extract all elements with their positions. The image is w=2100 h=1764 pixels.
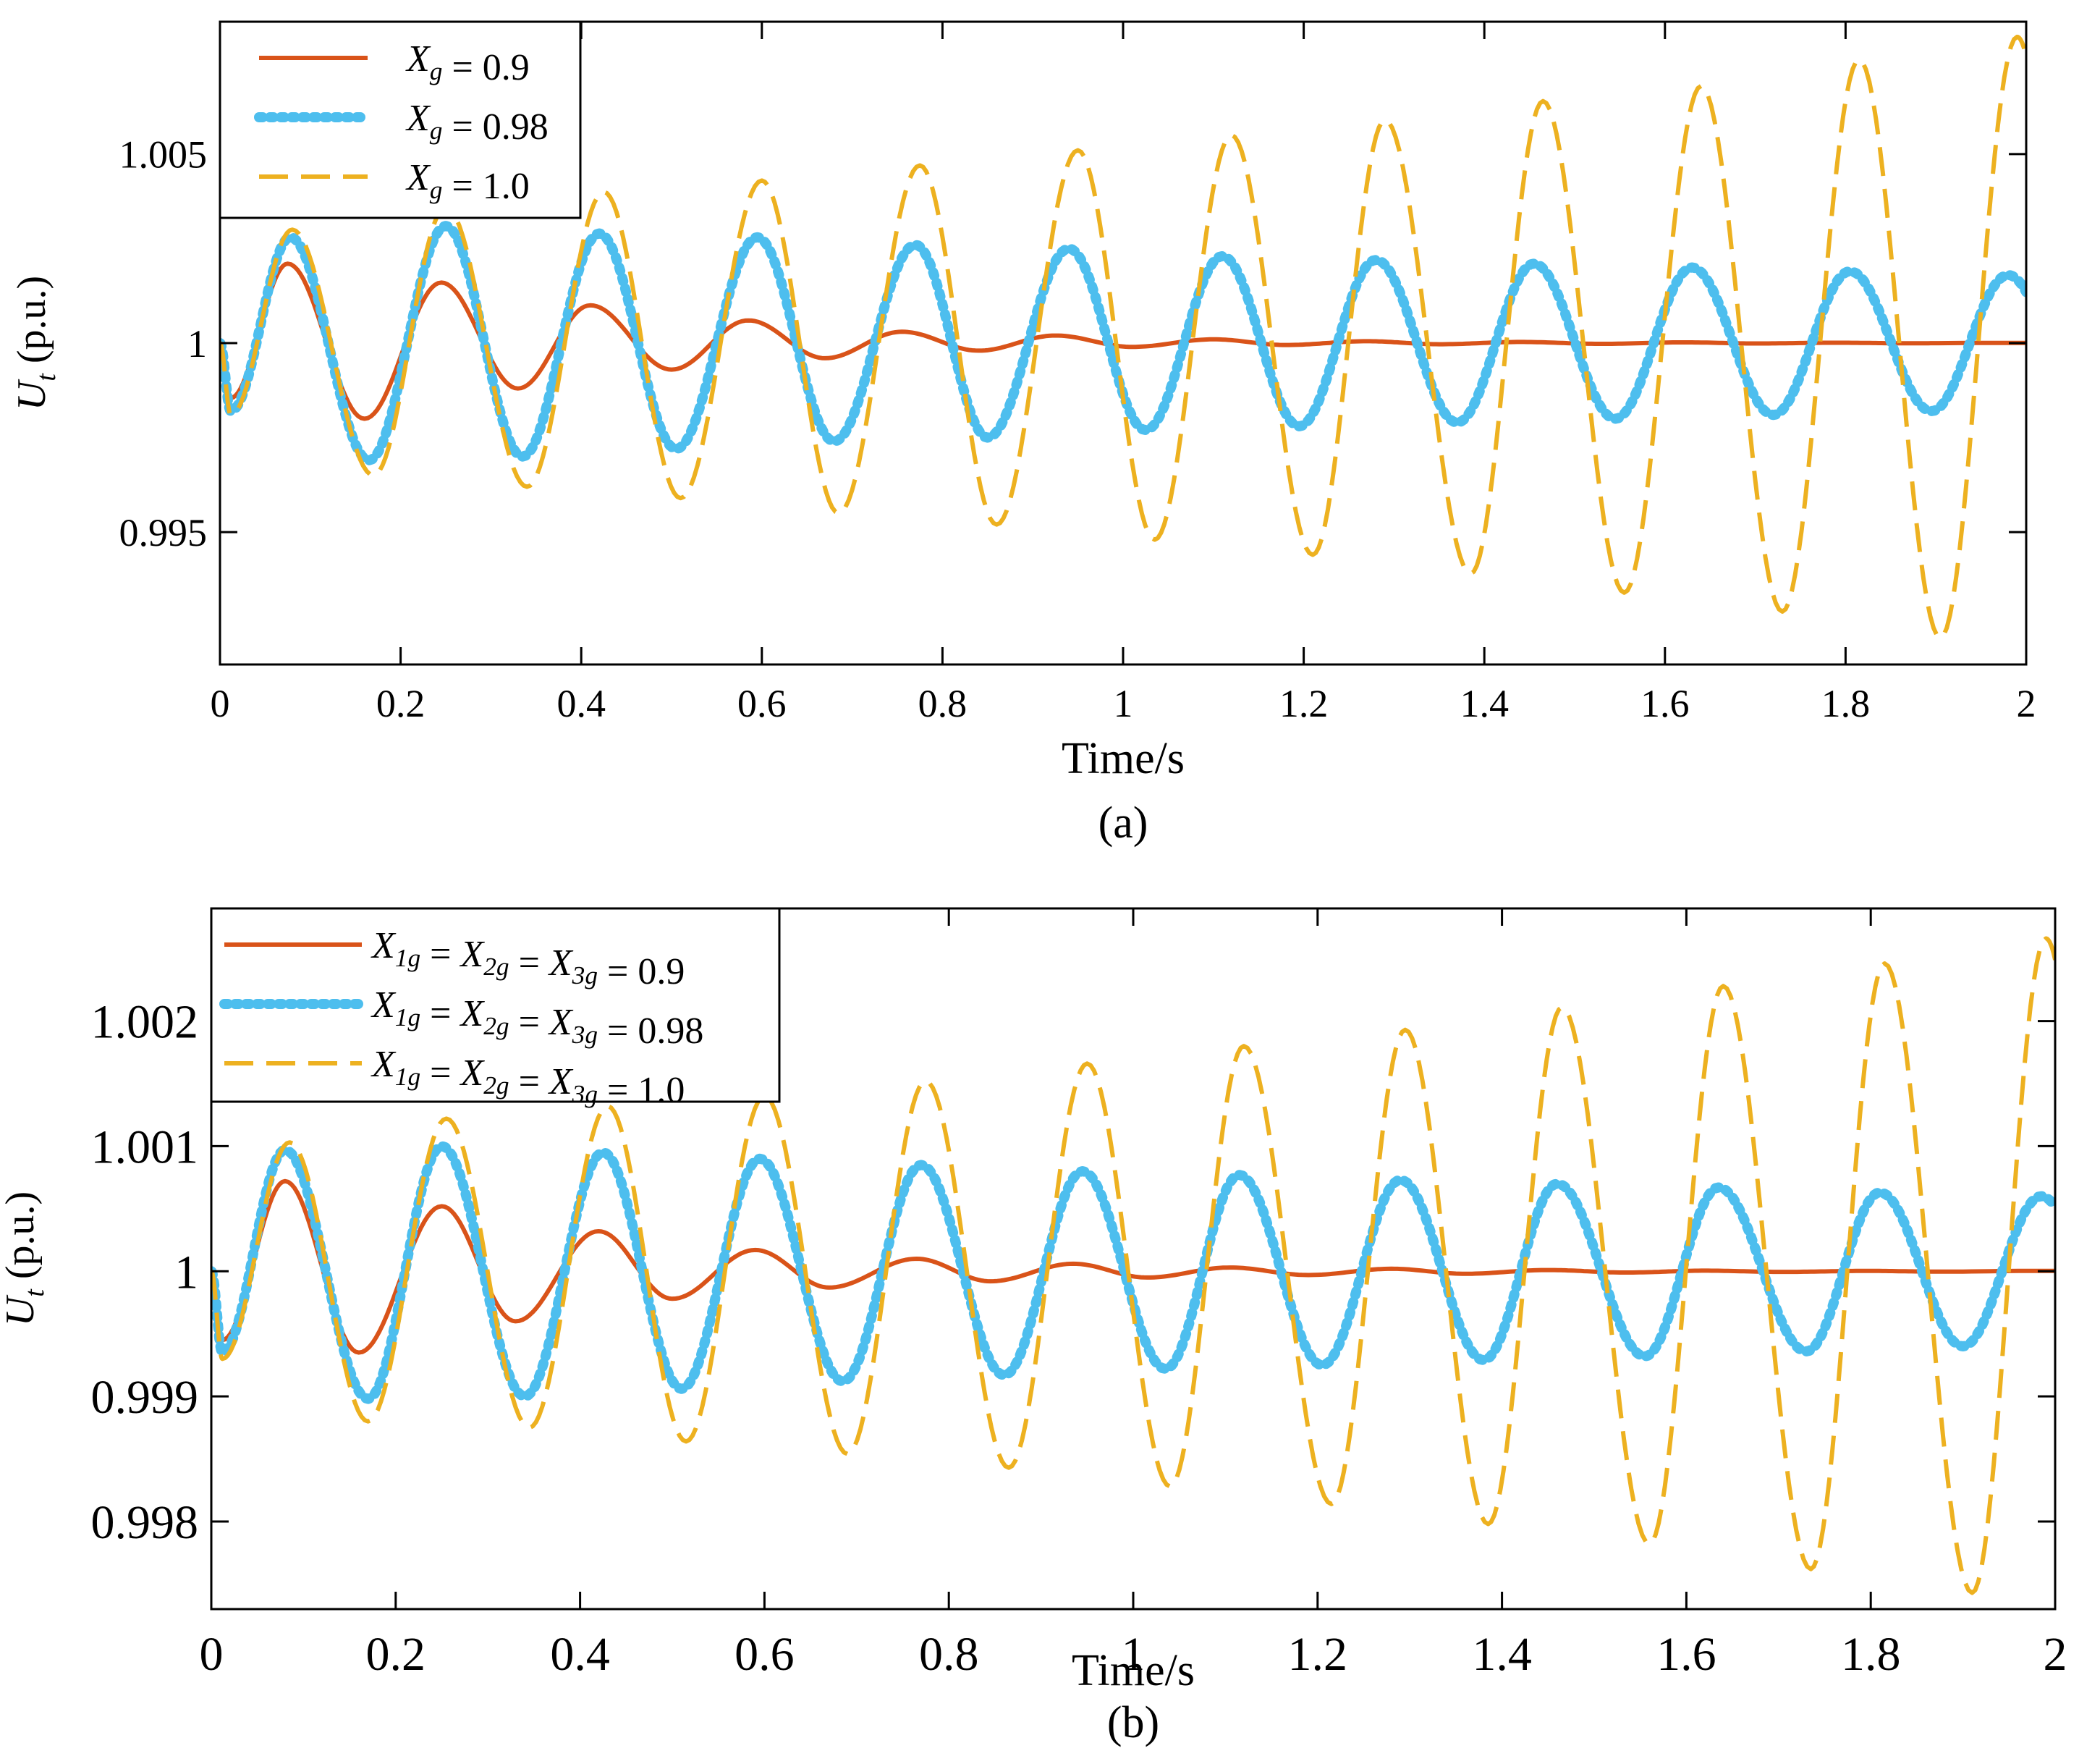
x-tick-label: 0.2 <box>366 1628 426 1681</box>
x-tick-label: 0.6 <box>734 1628 795 1681</box>
plot-area <box>220 34 2026 641</box>
x-tick-label: 0 <box>211 682 230 725</box>
y-tick-label: 0.998 <box>91 1496 199 1549</box>
legend-label-2: Xg = 0.98 <box>405 98 549 148</box>
x-axis-title: Time/s <box>1072 1646 1195 1695</box>
legend-label-1: X1g = X2g = X3g = 0.9 <box>371 925 685 992</box>
y-axis-title: Ut (p.u.) <box>9 276 62 410</box>
x-tick-label: 1.2 <box>1288 1628 1348 1681</box>
y-axis-title: Ut (p.u.) <box>0 1191 50 1326</box>
y-tick-label: 1.001 <box>91 1121 199 1174</box>
x-tick-label: 0.4 <box>550 1628 610 1681</box>
legend-label-1: Xg = 0.9 <box>405 38 530 88</box>
x-tick-label: 1.6 <box>1656 1628 1716 1681</box>
x-tick-label: 0.8 <box>918 682 968 725</box>
x-tick-label: 0.2 <box>376 682 425 725</box>
chart-panel-b: 0 0.2 0.4 0.6 0.8 1 1.2 1.4 1.6 1.8 2 0.998 0.999 1 1.… <box>0 907 2067 1747</box>
chart-panel-a: 0 0.2 0.4 0.6 0.8 1 1.2 1.4 1.6 1.8 2 0.995 1 1.005 Ti… <box>9 20 2036 848</box>
series-line-3 <box>211 936 2055 1595</box>
panel-label: (b) <box>1107 1698 1159 1747</box>
plot-area <box>211 936 2055 1595</box>
legend-label-3: X1g = X2g = X3g = 1.0 <box>371 1044 685 1111</box>
panel-label: (a) <box>1098 798 1148 848</box>
x-tick-label: 0.8 <box>919 1628 979 1681</box>
x-tick-label: 2 <box>2044 1628 2067 1681</box>
x-tick-label: 0.4 <box>556 682 606 725</box>
series-line-2 <box>220 221 2026 465</box>
x-tick-label: 1.4 <box>1460 682 1509 725</box>
series-line-3 <box>220 34 2026 641</box>
y-tick-label: 1.002 <box>91 996 199 1049</box>
x-tick-label: 1.8 <box>1821 682 1871 725</box>
y-tick-label: 1 <box>174 1246 198 1299</box>
x-tick-label: 2 <box>2017 682 2036 725</box>
x-tick-label: 1.8 <box>1841 1628 1901 1681</box>
series-line-1 <box>211 1178 2055 1355</box>
x-axis-title: Time/s <box>1062 734 1185 783</box>
x-tick-label: 1.2 <box>1279 682 1329 725</box>
y-tick-label: 0.999 <box>91 1371 199 1424</box>
x-tick-label: 1 <box>1122 1628 1146 1681</box>
x-tick-label: 0 <box>200 1628 224 1681</box>
series-line-2 <box>211 1141 2055 1404</box>
x-tick-label: 1.6 <box>1640 682 1690 725</box>
x-tick-label: 0.6 <box>737 682 787 725</box>
y-tick-label: 1 <box>187 322 207 366</box>
legend-label-2: X1g = X2g = X3g = 0.98 <box>371 984 703 1052</box>
legend-label-3: Xg = 1.0 <box>405 157 530 207</box>
y-tick-label: 0.995 <box>119 511 208 554</box>
x-tick-label: 1.4 <box>1472 1628 1532 1681</box>
x-tick-label: 1 <box>1114 682 1133 725</box>
legend: Xg = 0.9 Xg = 0.98 Xg = 1.0 <box>219 20 582 219</box>
y-tick-label: 1.005 <box>119 133 208 177</box>
